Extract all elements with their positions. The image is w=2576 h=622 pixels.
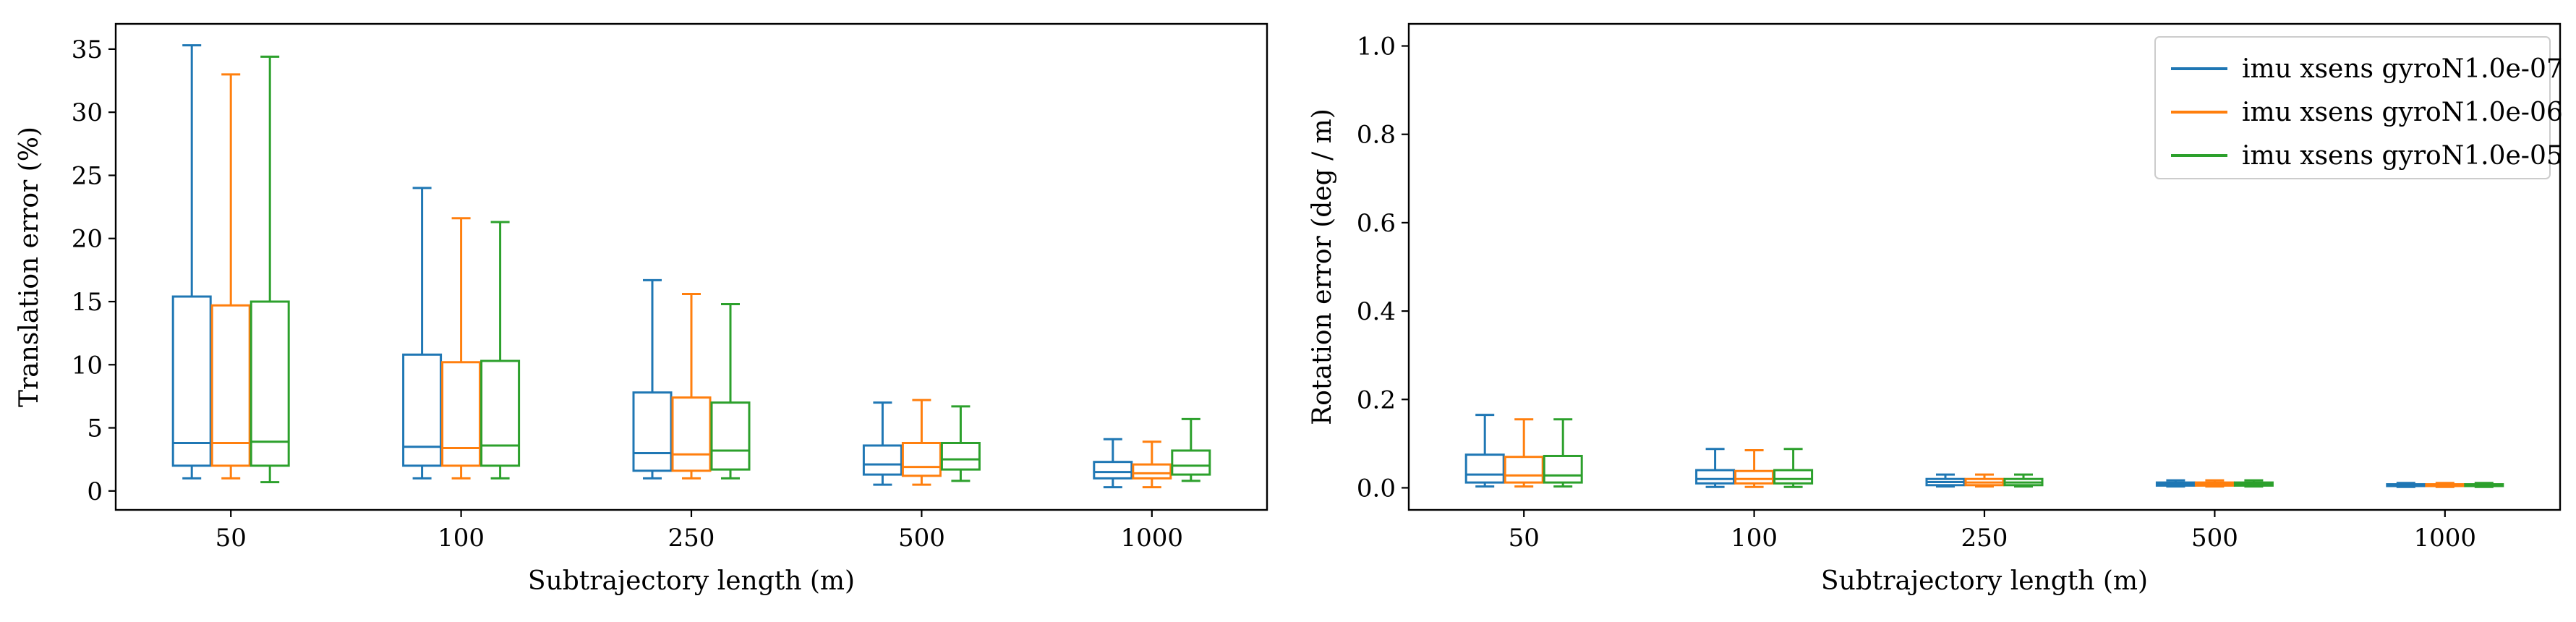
y-tick-label: 0.4 <box>1357 297 1396 326</box>
legend-entry: imu xsens gyroN1.0e-06 <box>2171 98 2563 127</box>
box-plot <box>632 278 673 480</box>
box-plot <box>402 187 443 480</box>
box-iqr <box>1464 453 1505 484</box>
legend-entry: imu xsens gyroN1.0e-07 <box>2171 54 2563 84</box>
box-iqr <box>671 396 712 472</box>
x-axis-label: Subtrajectory length (m) <box>1821 566 2148 596</box>
x-tick-label: 1000 <box>2414 524 2477 553</box>
box-iqr <box>210 304 251 467</box>
legend-frame <box>2154 36 2551 179</box>
x-tick-label: 1000 <box>1121 524 1184 553</box>
series-1 <box>1464 414 2426 488</box>
box-iqr <box>1734 469 1775 485</box>
chart-panel-2: 0.0 0.2 0.4 0.6 0.8 1.0 50 100 250 500 1000 Subtraj… <box>1308 22 2563 596</box>
legend-label: imu xsens gyroN1.0e-05 <box>2242 141 2563 171</box>
y-tick-label: 35 <box>72 35 103 64</box>
box-plot <box>2425 482 2465 488</box>
box-iqr <box>901 441 942 477</box>
x-tick-label: 50 <box>1509 524 1540 553</box>
x-tick-label: 100 <box>438 524 485 553</box>
series-1 <box>171 44 1133 489</box>
box-plot <box>2386 482 2426 488</box>
box-iqr <box>1543 454 1583 484</box>
box-plot <box>210 73 251 480</box>
x-tick-label: 250 <box>668 524 715 553</box>
box-plot <box>1093 438 1133 489</box>
y-tick-label: 0 <box>87 477 103 506</box>
y-tick-label: 0.8 <box>1357 121 1396 150</box>
box-iqr <box>632 391 673 472</box>
box-plot <box>1925 473 1966 488</box>
y-axis-label: Translation error (%) <box>14 127 44 407</box>
box-iqr <box>1093 461 1133 480</box>
series-2 <box>1504 418 2465 488</box>
box-plot <box>2464 482 2504 488</box>
box-plot <box>1695 448 1736 488</box>
box-iqr <box>940 441 981 471</box>
box-iqr <box>1171 449 1211 476</box>
y-tick-label: 25 <box>72 161 103 190</box>
x-tick-label: 500 <box>898 524 945 553</box>
box-iqr <box>1695 469 1736 485</box>
y-tick-label: 30 <box>72 98 103 127</box>
legend-label: imu xsens gyroN1.0e-07 <box>2242 54 2563 84</box>
y-tick-label: 1.0 <box>1357 33 1396 61</box>
box-iqr <box>862 444 903 476</box>
x-tick-label: 250 <box>1961 524 2008 553</box>
box-plot <box>441 217 482 480</box>
box-plot <box>1171 417 1211 482</box>
box-plot <box>1773 448 1814 488</box>
box-plot <box>1132 440 1172 489</box>
box-iqr <box>710 401 751 471</box>
box-plot <box>671 293 712 480</box>
series-3 <box>250 55 1211 484</box>
series-2 <box>210 73 1172 489</box>
chart-panel-1: 0 5 10 15 20 25 30 35 50 100 250 500 1000 Subtrajecto… <box>14 22 1268 596</box>
legend-label: imu xsens gyroN1.0e-06 <box>2242 98 2563 127</box>
x-axis-label: Subtrajectory length (m) <box>528 566 855 596</box>
box-plot <box>1543 418 1583 488</box>
x-tick-label: 50 <box>216 524 247 553</box>
y-axis-label: Rotation error (deg / m) <box>1308 108 1337 425</box>
y-tick-label: 15 <box>72 288 103 317</box>
box-iqr <box>402 353 443 467</box>
box-plot <box>901 399 942 486</box>
box-plot <box>940 405 981 482</box>
box-plot <box>2194 479 2235 488</box>
box-plot <box>710 302 751 480</box>
box-plot <box>171 44 212 480</box>
box-iqr <box>171 295 212 467</box>
y-tick-label: 0.0 <box>1357 474 1396 503</box>
box-plot <box>2003 473 2044 488</box>
y-tick-label: 5 <box>87 414 103 443</box>
box-plot <box>1464 414 1505 488</box>
box-plot <box>1964 473 2005 488</box>
y-tick-label: 20 <box>72 225 103 254</box>
box-iqr <box>441 361 482 467</box>
box-iqr <box>1773 469 1814 485</box>
box-iqr <box>480 359 521 467</box>
y-tick-label: 10 <box>72 351 103 380</box>
box-plot <box>1734 449 1775 488</box>
x-tick-label: 100 <box>1731 524 1778 553</box>
box-plot <box>2233 479 2274 488</box>
x-tick-label: 500 <box>2191 524 2238 553</box>
box-plot <box>2155 479 2196 488</box>
y-tick-label: 0.2 <box>1357 385 1396 414</box>
series-3 <box>1543 418 2504 488</box>
legend-entry: imu xsens gyroN1.0e-05 <box>2171 141 2563 171</box>
box-plot <box>480 221 521 480</box>
box-iqr <box>1504 456 1544 484</box>
box-iqr <box>1132 463 1172 480</box>
box-iqr <box>250 300 290 467</box>
y-tick-label: 0.6 <box>1357 209 1396 238</box>
box-plot <box>250 55 290 484</box>
legend: imu xsens gyroN1.0e-07 imu xsens gyroN1.0… <box>2154 36 2563 179</box>
box-plot <box>1504 418 1544 488</box>
box-plot <box>862 401 903 486</box>
